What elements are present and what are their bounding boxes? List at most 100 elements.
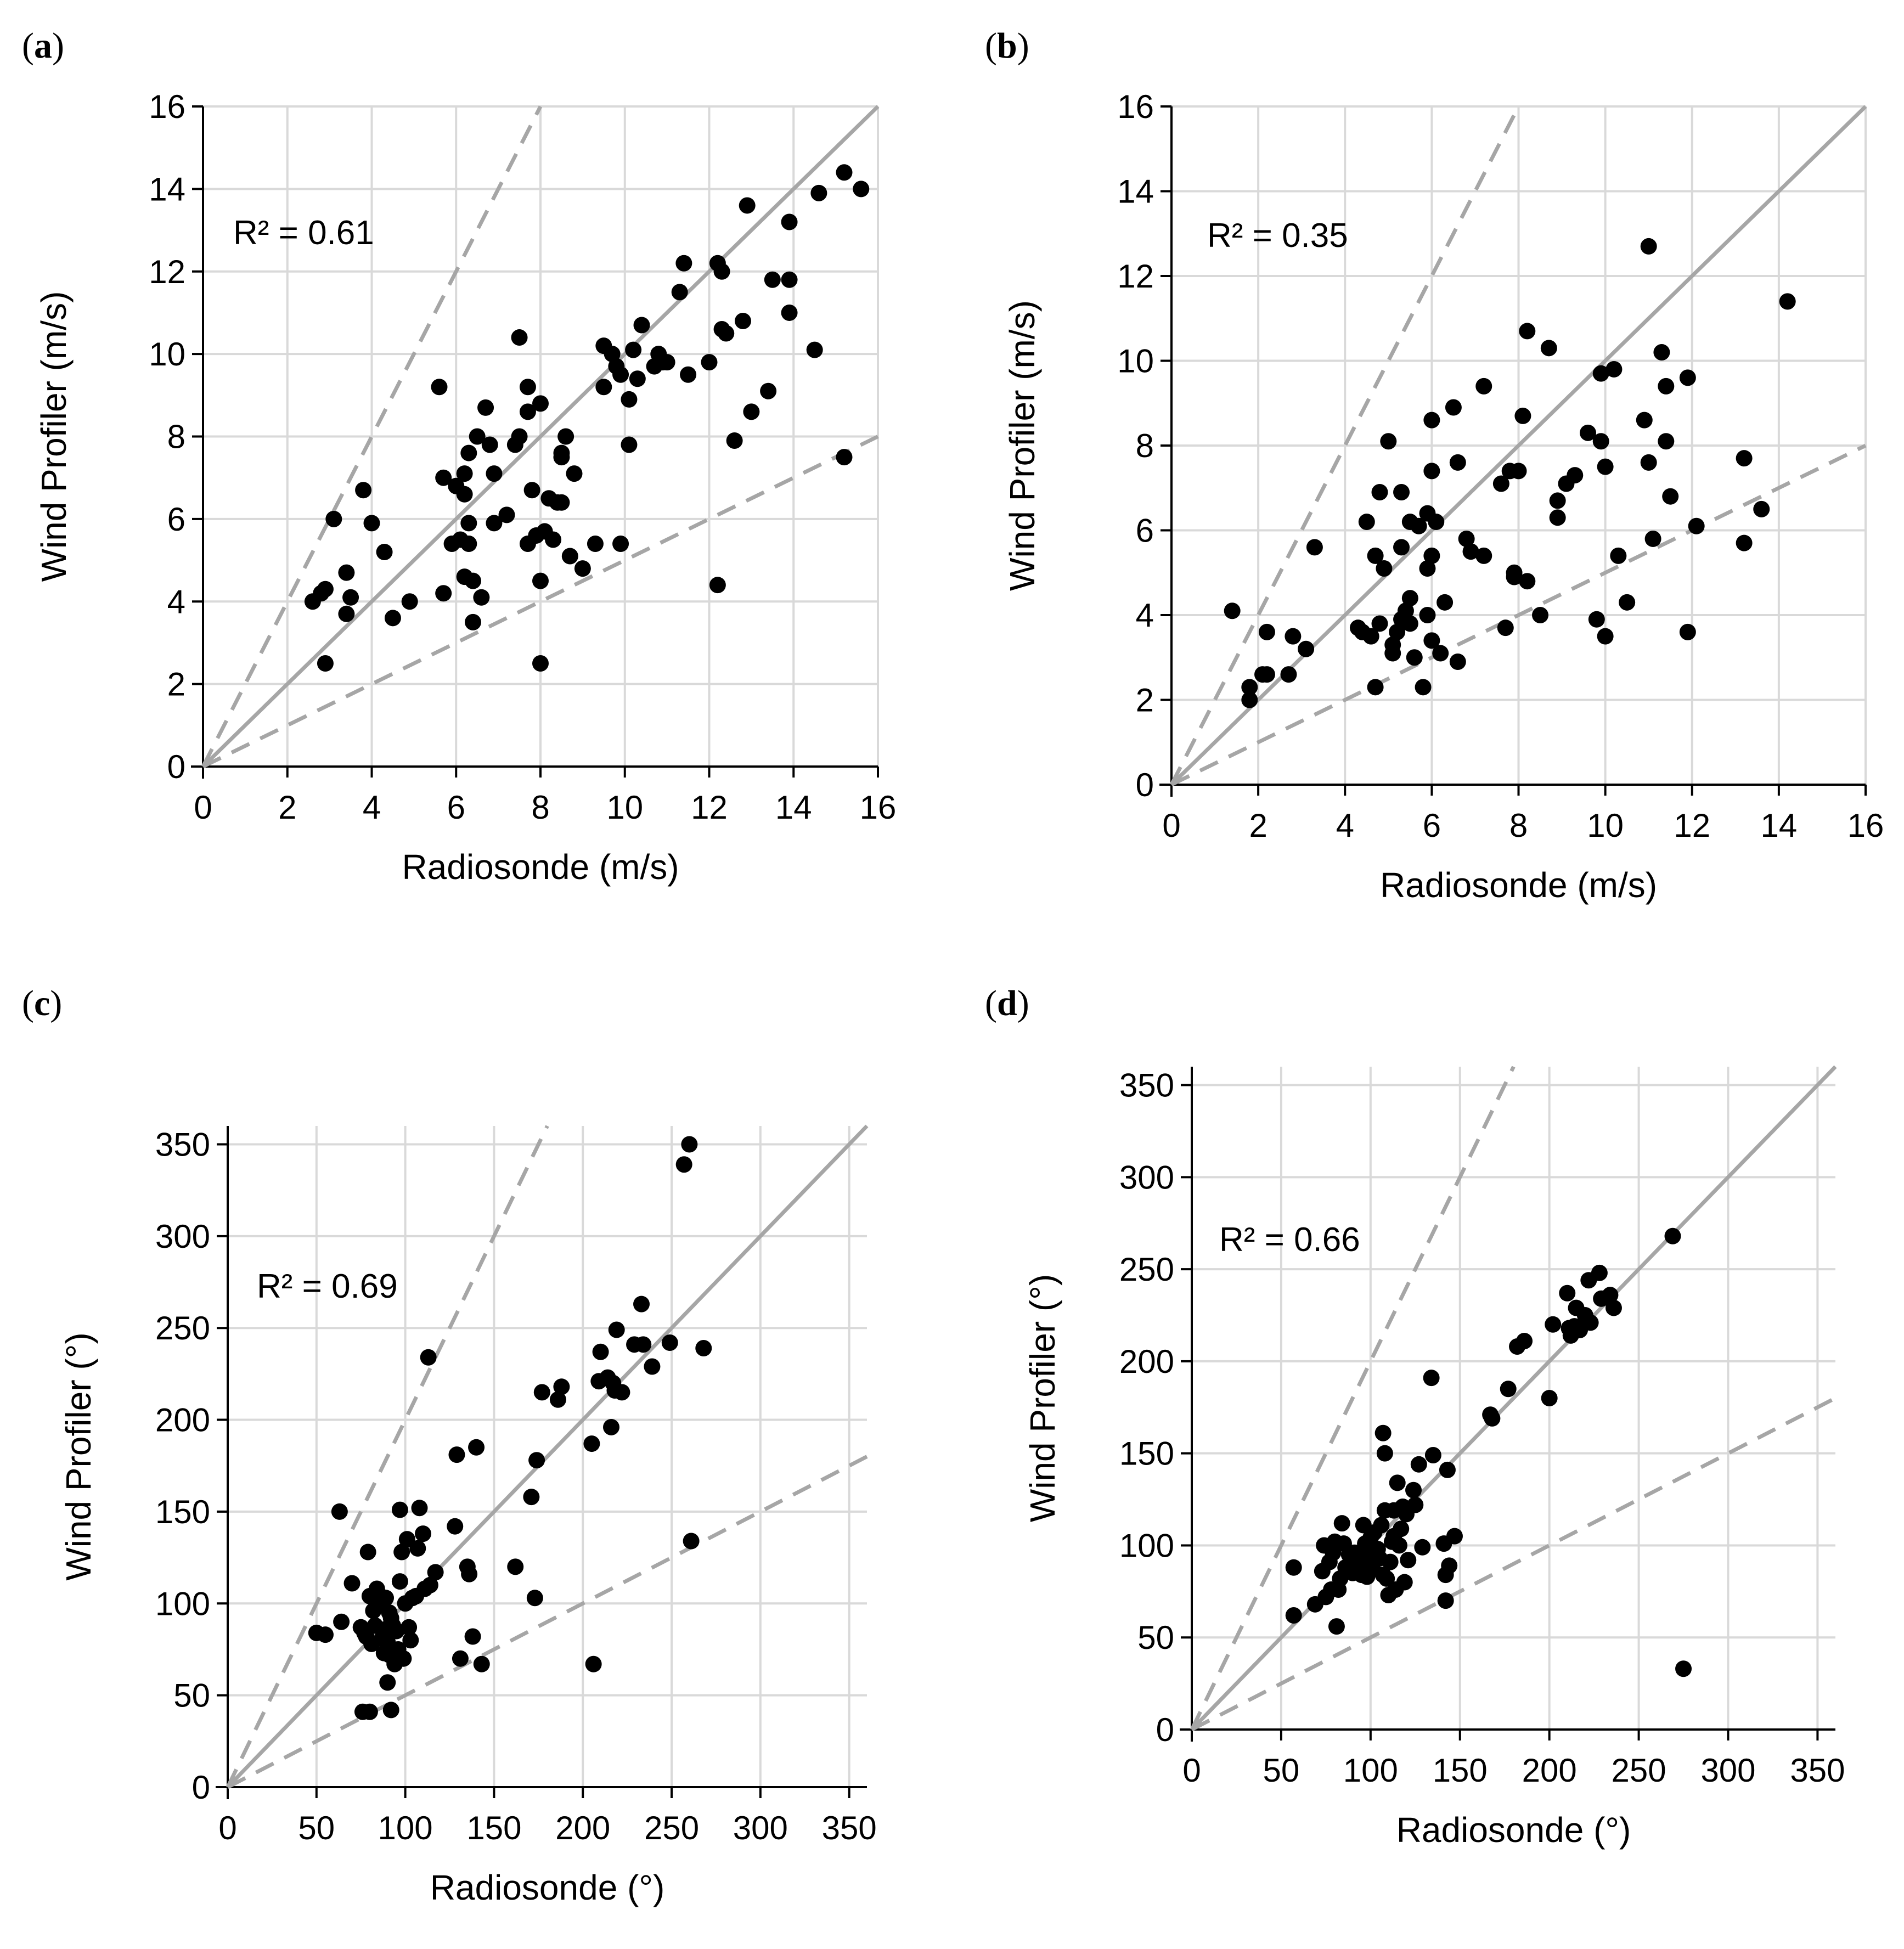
data-point xyxy=(431,379,448,396)
x-tick-label: 6 xyxy=(1423,807,1441,844)
panel-b-speed-scatter: 0 2 4 6 8 10 12 14 16 0 2 4 6 8 10 12 14 16 Radiosonde (m/… xyxy=(985,26,1884,905)
data-point xyxy=(718,325,735,342)
data-point xyxy=(486,465,503,482)
data-point xyxy=(338,605,355,622)
y-tick-label: 14 xyxy=(149,171,185,207)
data-point xyxy=(675,255,692,272)
data-point xyxy=(587,535,604,552)
y-tick-label: 350 xyxy=(155,1126,210,1163)
data-point xyxy=(1401,590,1418,607)
y-tick-label: 0 xyxy=(1136,767,1154,803)
data-point xyxy=(1298,640,1315,657)
data-point xyxy=(1653,344,1670,361)
x-tick-label: 200 xyxy=(1522,1752,1577,1789)
x-axis-title: Radiosonde (°) xyxy=(1396,1810,1631,1850)
data-point xyxy=(465,613,481,630)
data-point xyxy=(1400,1552,1417,1569)
y-tick-label: 4 xyxy=(167,583,185,620)
data-point xyxy=(1510,463,1527,480)
data-point xyxy=(644,1358,661,1375)
x-tick-label: 6 xyxy=(447,789,465,826)
data-point xyxy=(1423,547,1440,564)
data-point xyxy=(1640,238,1657,255)
x-tick-label: 350 xyxy=(822,1810,877,1846)
data-point xyxy=(523,482,540,499)
y-tick-label: 10 xyxy=(1117,343,1154,380)
y-tick-label: 16 xyxy=(1117,88,1154,125)
data-point xyxy=(625,341,642,358)
data-point xyxy=(1675,1660,1692,1677)
data-point xyxy=(1380,433,1397,450)
data-point xyxy=(1389,1474,1406,1491)
x-tick-label: 14 xyxy=(1761,807,1798,844)
data-point xyxy=(1736,450,1753,467)
panel-letter: a xyxy=(34,26,52,66)
x-tick-label: 8 xyxy=(531,789,549,826)
data-point xyxy=(735,312,751,329)
data-point xyxy=(532,395,549,412)
data-point xyxy=(1437,1592,1454,1609)
data-point xyxy=(1541,1390,1558,1406)
data-point xyxy=(333,1613,350,1630)
y-tick-label: 6 xyxy=(167,501,185,538)
data-point xyxy=(384,610,401,627)
data-point xyxy=(456,465,473,482)
data-point xyxy=(1241,691,1258,708)
r-squared-annotation: R² = 0.61 xyxy=(233,214,374,252)
data-point xyxy=(1506,564,1523,581)
data-point xyxy=(1636,412,1653,429)
data-point xyxy=(465,572,481,589)
data-point xyxy=(1419,560,1436,577)
data-point xyxy=(1580,424,1596,441)
y-tick-label: 100 xyxy=(155,1585,210,1622)
data-point xyxy=(545,531,562,548)
data-point xyxy=(1285,1607,1302,1624)
y-tick-label: 0 xyxy=(192,1769,210,1806)
data-point xyxy=(553,1378,570,1395)
data-point xyxy=(760,382,777,399)
x-tick-label: 300 xyxy=(733,1810,788,1846)
data-point xyxy=(1592,365,1609,382)
panel-a-speed-scatter: 0 2 4 6 8 10 12 14 16 0 2 4 6 8 10 12 14 16 Radiosonde (m/… xyxy=(22,26,896,887)
data-point xyxy=(621,391,638,408)
data-point xyxy=(1414,1539,1431,1556)
data-point xyxy=(1258,666,1275,683)
data-point xyxy=(1375,1424,1392,1441)
panel-label: (b) xyxy=(985,26,1029,66)
data-point xyxy=(1449,653,1466,670)
data-point xyxy=(553,449,570,466)
data-point xyxy=(1410,517,1427,534)
data-point xyxy=(398,1531,415,1548)
data-point xyxy=(1736,534,1753,551)
x-axis-title: Radiosonde (m/s) xyxy=(1380,865,1657,905)
data-point xyxy=(781,213,798,230)
data-point xyxy=(526,1590,543,1607)
data-point xyxy=(378,1590,395,1607)
data-point xyxy=(1419,607,1436,623)
data-point xyxy=(456,486,473,503)
data-point xyxy=(363,515,380,532)
x-tick-label: 50 xyxy=(298,1810,335,1846)
data-point xyxy=(1516,1332,1533,1349)
data-point xyxy=(1567,467,1584,484)
r-squared-annotation: R² = 0.69 xyxy=(257,1268,398,1305)
data-point xyxy=(342,589,359,606)
data-point xyxy=(806,341,823,358)
x-tick-label: 250 xyxy=(644,1810,699,1846)
dashed-reference-line xyxy=(201,105,543,768)
data-point xyxy=(1458,530,1475,547)
data-point xyxy=(1410,1456,1427,1473)
panel-letter: d xyxy=(997,983,1017,1023)
data-point xyxy=(507,1558,524,1575)
data-point xyxy=(1371,483,1388,500)
y-axis-title: Wind Profiler (°) xyxy=(1023,1274,1062,1522)
data-point xyxy=(401,593,418,610)
dashed-reference-line xyxy=(1170,443,1867,787)
data-point xyxy=(382,1702,399,1719)
y-tick-label: 350 xyxy=(1119,1067,1174,1104)
panel-label: (d) xyxy=(985,983,1029,1023)
data-point xyxy=(528,1452,545,1469)
x-tick-label: 2 xyxy=(278,789,296,826)
data-point xyxy=(1484,1410,1501,1427)
data-point xyxy=(1662,488,1679,505)
